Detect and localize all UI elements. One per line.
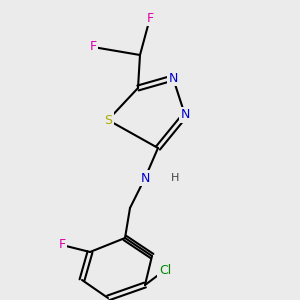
Text: H: H [171, 173, 179, 183]
Text: S: S [104, 113, 112, 127]
Text: Cl: Cl [159, 263, 171, 277]
Text: F: F [146, 11, 154, 25]
Text: N: N [140, 172, 150, 184]
Text: N: N [180, 109, 190, 122]
Text: N: N [168, 71, 178, 85]
Text: F: F [89, 40, 97, 53]
Text: F: F [58, 238, 66, 251]
